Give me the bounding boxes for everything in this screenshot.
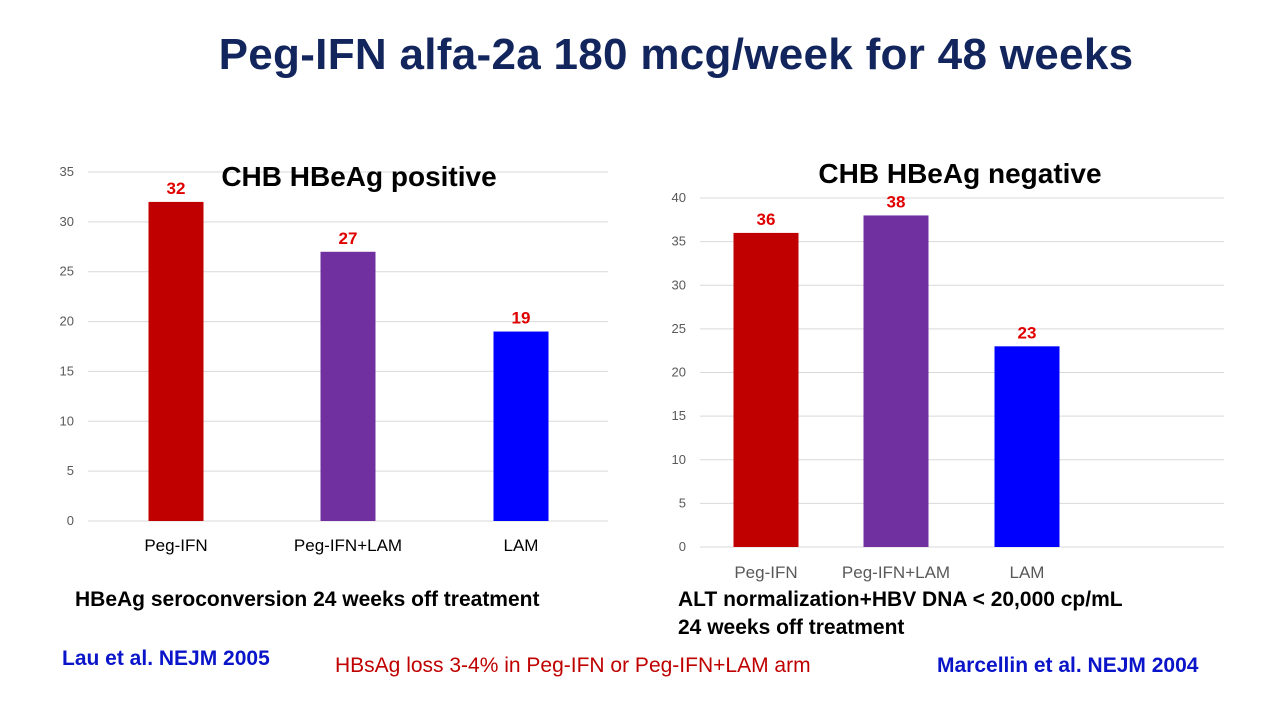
data-label: 36 [757, 210, 776, 229]
y-tick-label: 20 [60, 314, 74, 329]
left-chart-caption: HBeAg seroconversion 24 weeks off treatm… [75, 588, 540, 611]
x-category-label: Peg-IFN [144, 536, 207, 555]
y-tick-label: 0 [67, 513, 74, 528]
bar-peg-ifn [733, 232, 799, 547]
chart-hbeag-positive: 0 5 10 15 20 25 30 35 CHB HBeAg positive 32 Peg-IF… [60, 161, 608, 555]
y-tick-label: 30 [672, 277, 686, 292]
data-label: 32 [167, 179, 186, 198]
y-tick-label: 35 [672, 234, 686, 249]
chart-hbeag-negative: 0 5 10 15 20 25 30 35 40 CHB HBeAg negative 36 Peg-… [672, 158, 1224, 582]
x-category-label: Peg-IFN [734, 563, 797, 582]
y-tick-label: 30 [60, 214, 74, 229]
right-chart-caption-line1: ALT normalization+HBV DNA < 20,000 cp/mL [678, 588, 1123, 611]
footnote: HBsAg loss 3-4% in Peg-IFN or Peg-IFN+LA… [335, 654, 811, 677]
data-label: 38 [887, 192, 906, 211]
x-category-label: Peg-IFN+LAM [842, 563, 950, 582]
y-tick-label: 35 [60, 164, 74, 179]
y-tick-label: 5 [679, 495, 686, 510]
data-label: 27 [339, 229, 358, 248]
bar-lam [994, 346, 1060, 547]
x-category-label: Peg-IFN+LAM [294, 536, 402, 555]
data-label: 19 [512, 309, 531, 328]
y-tick-label: 10 [672, 452, 686, 467]
reference-left: Lau et al. NEJM 2005 [62, 647, 270, 670]
bar-peg-ifn [148, 201, 204, 521]
chart-title: CHB HBeAg positive [221, 161, 496, 192]
y-tick-label: 20 [672, 365, 686, 380]
data-label: 23 [1018, 323, 1037, 342]
y-tick-label: 15 [60, 363, 74, 378]
x-category-label: LAM [1010, 563, 1045, 582]
reference-right: Marcellin et al. NEJM 2004 [937, 654, 1199, 677]
chart-title: CHB HBeAg negative [818, 158, 1101, 189]
x-category-label: LAM [504, 536, 539, 555]
slide-title: Peg-IFN alfa-2a 180 mcg/week for 48 week… [218, 30, 1134, 79]
bar-peg-ifn-lam [320, 251, 376, 521]
y-tick-label: 25 [60, 264, 74, 279]
bar-lam [493, 331, 549, 521]
y-tick-label: 40 [672, 190, 686, 205]
y-tick-label: 5 [67, 463, 74, 478]
y-tick-label: 25 [672, 321, 686, 336]
right-chart-caption-line2: 24 weeks off treatment [678, 616, 905, 639]
y-tick-label: 0 [679, 539, 686, 554]
y-tick-label: 10 [60, 413, 74, 428]
bar-peg-ifn-lam [863, 215, 929, 547]
y-tick-label: 15 [672, 408, 686, 423]
